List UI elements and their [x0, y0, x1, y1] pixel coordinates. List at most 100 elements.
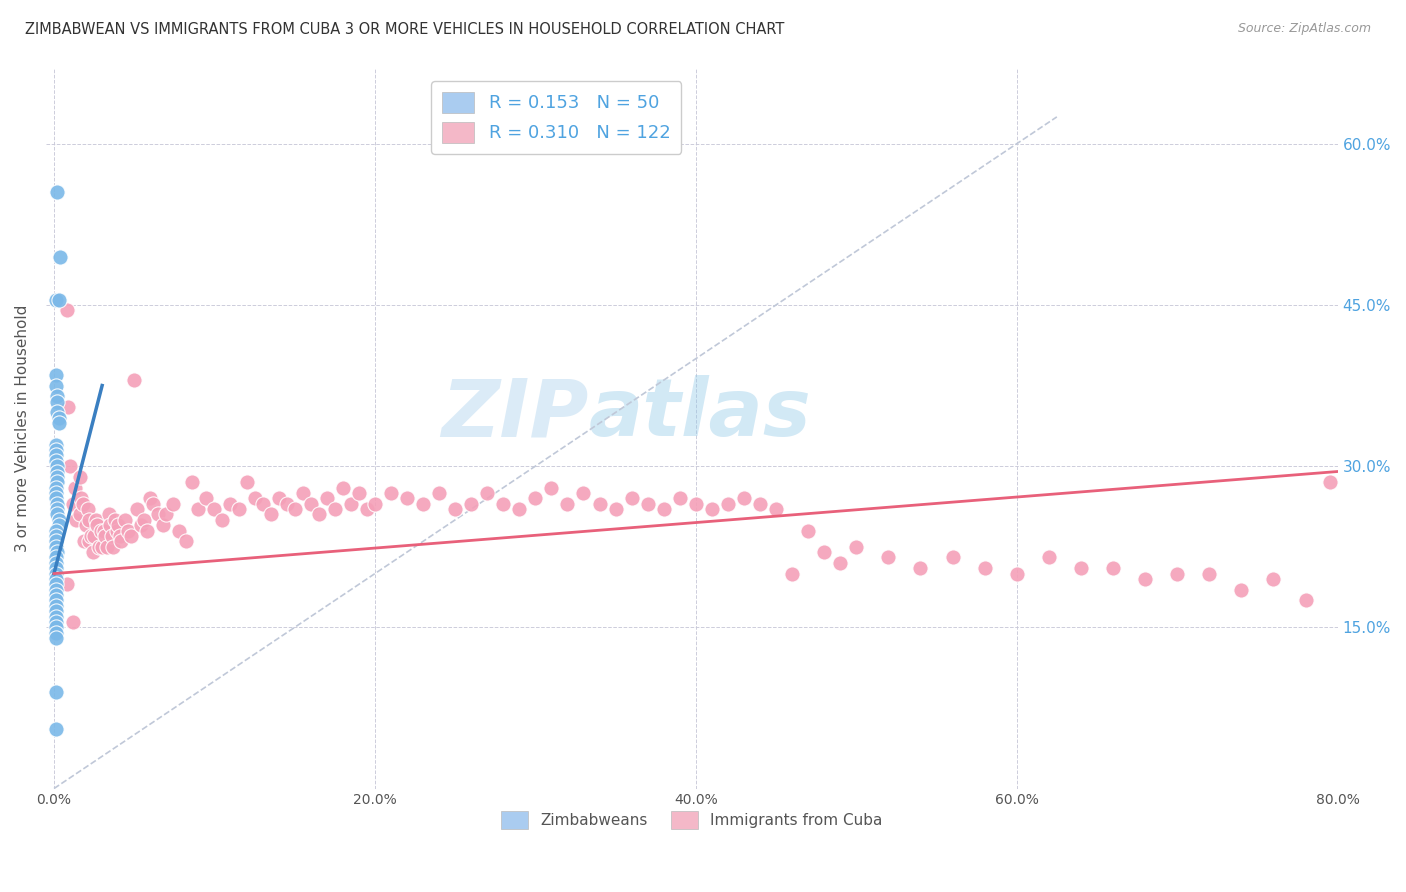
Point — [46, 497, 69, 511]
Point — [973, 561, 995, 575]
Legend: Zimbabweans, Immigrants from Cuba: Zimbabweans, Immigrants from Cuba — [495, 805, 889, 835]
Point — [685, 497, 707, 511]
Point — [75, 518, 97, 533]
Point — [340, 497, 363, 511]
Point — [136, 524, 159, 538]
Point — [45, 615, 67, 629]
Point — [1198, 566, 1220, 581]
Point — [620, 491, 643, 506]
Point — [122, 373, 145, 387]
Point — [45, 443, 67, 458]
Point — [46, 459, 69, 474]
Point — [830, 556, 852, 570]
Point — [108, 529, 131, 543]
Point — [142, 497, 165, 511]
Point — [129, 518, 152, 533]
Point — [508, 502, 530, 516]
Point — [1319, 475, 1341, 490]
Point — [45, 723, 67, 737]
Point — [652, 502, 675, 516]
Point — [148, 508, 170, 522]
Point — [167, 524, 190, 538]
Point — [89, 524, 111, 538]
Point — [45, 550, 67, 565]
Point — [315, 491, 337, 506]
Point — [46, 545, 69, 559]
Point — [174, 534, 197, 549]
Point — [45, 625, 67, 640]
Point — [45, 491, 67, 506]
Point — [103, 540, 125, 554]
Point — [492, 497, 515, 511]
Point — [524, 491, 547, 506]
Point — [797, 524, 820, 538]
Point — [48, 518, 70, 533]
Point — [204, 502, 226, 516]
Point — [637, 497, 659, 511]
Point — [48, 513, 70, 527]
Point — [477, 486, 499, 500]
Point — [127, 502, 149, 516]
Point — [700, 502, 723, 516]
Point — [58, 400, 80, 414]
Point — [717, 497, 740, 511]
Point — [356, 502, 378, 516]
Point — [45, 582, 67, 597]
Point — [299, 497, 322, 511]
Point — [427, 486, 450, 500]
Point — [211, 513, 233, 527]
Point — [45, 588, 67, 602]
Point — [120, 529, 142, 543]
Point — [48, 416, 70, 430]
Point — [877, 550, 900, 565]
Point — [86, 518, 108, 533]
Point — [46, 405, 69, 419]
Point — [259, 508, 281, 522]
Point — [45, 561, 67, 575]
Point — [1230, 582, 1253, 597]
Point — [114, 513, 136, 527]
Point — [152, 518, 174, 533]
Point — [45, 534, 67, 549]
Point — [162, 497, 184, 511]
Point — [765, 502, 787, 516]
Point — [46, 470, 69, 484]
Point — [45, 540, 67, 554]
Point — [46, 465, 69, 479]
Point — [65, 513, 87, 527]
Point — [780, 566, 803, 581]
Point — [48, 410, 70, 425]
Point — [380, 486, 402, 500]
Point — [79, 534, 101, 549]
Point — [181, 475, 204, 490]
Point — [749, 497, 772, 511]
Point — [84, 513, 107, 527]
Point — [1133, 572, 1156, 586]
Point — [45, 524, 67, 538]
Point — [83, 529, 105, 543]
Point — [1070, 561, 1092, 575]
Point — [45, 486, 67, 500]
Point — [94, 529, 117, 543]
Point — [291, 486, 314, 500]
Point — [45, 378, 67, 392]
Point — [1295, 593, 1317, 607]
Point — [1166, 566, 1188, 581]
Point — [80, 529, 103, 543]
Point — [105, 524, 128, 538]
Point — [276, 497, 298, 511]
Point — [46, 394, 69, 409]
Point — [100, 529, 122, 543]
Point — [117, 524, 139, 538]
Point — [46, 185, 69, 199]
Point — [668, 491, 690, 506]
Point — [49, 250, 72, 264]
Point — [110, 534, 132, 549]
Point — [91, 540, 114, 554]
Point — [588, 497, 610, 511]
Point — [187, 502, 209, 516]
Point — [45, 556, 67, 570]
Point — [267, 491, 290, 506]
Point — [46, 389, 69, 403]
Point — [72, 497, 94, 511]
